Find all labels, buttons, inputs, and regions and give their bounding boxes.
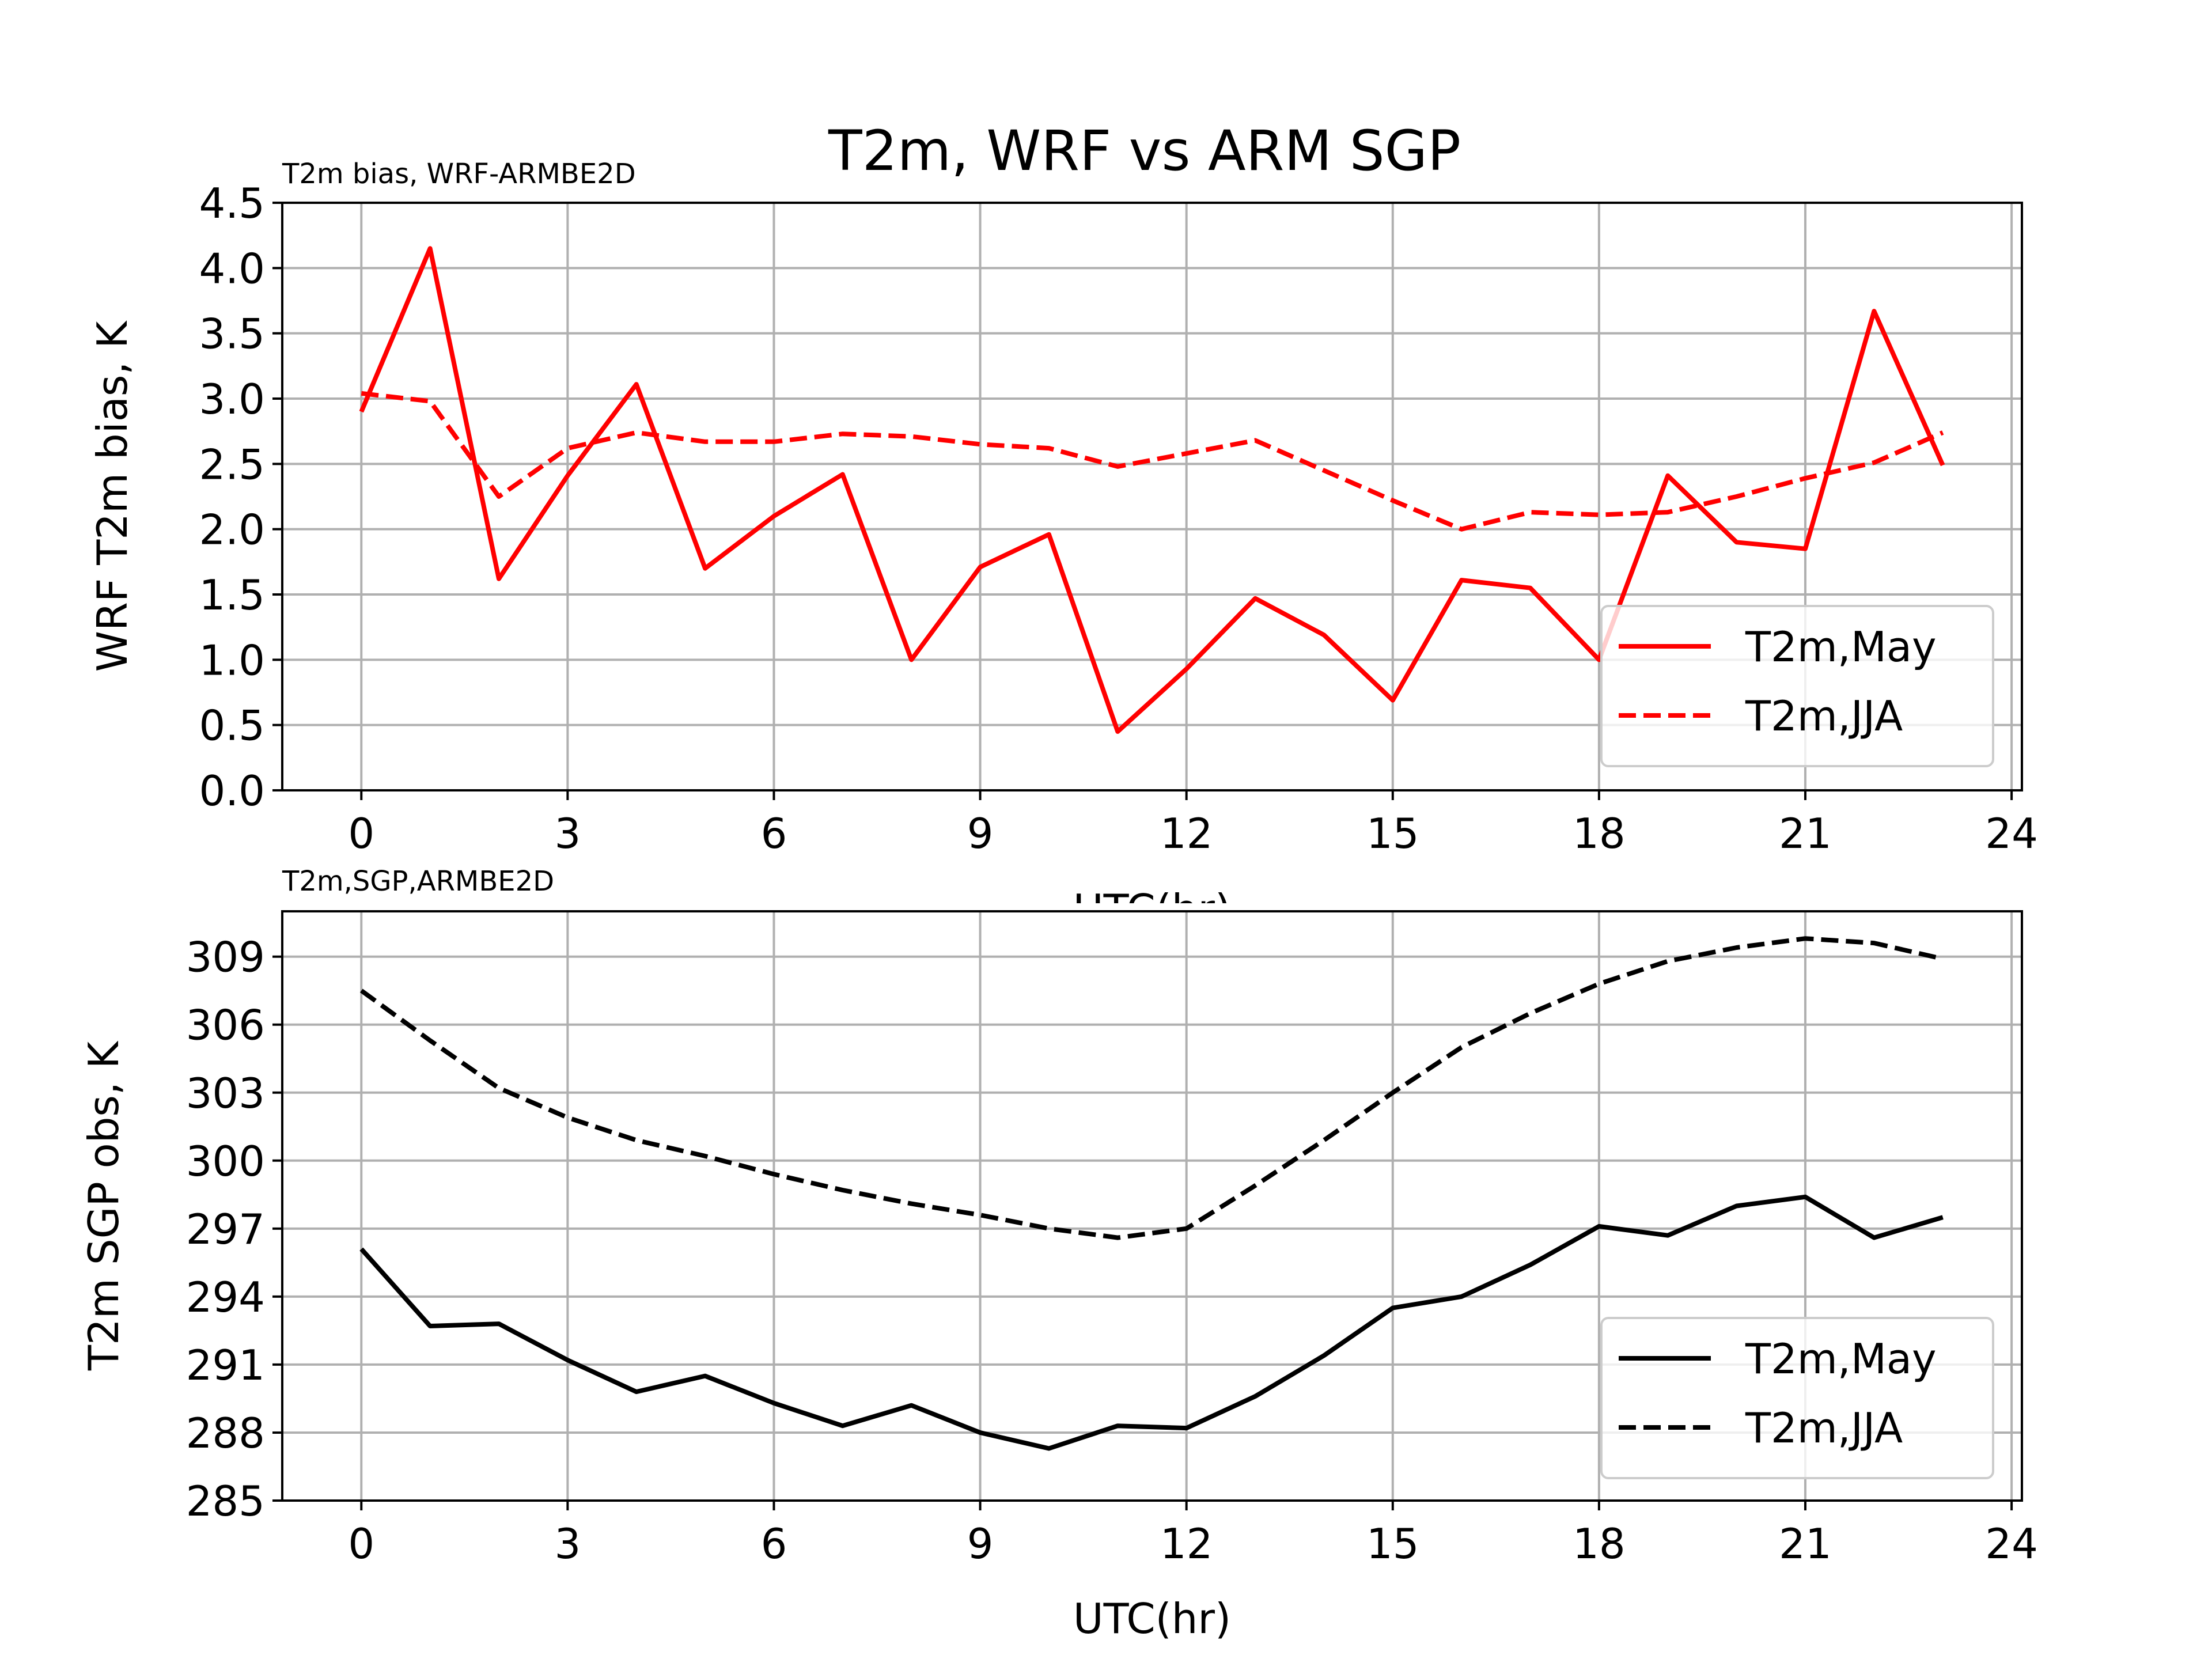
- y-tick-label: 4.5: [199, 179, 265, 228]
- panel-subtitle: T2m,SGP,ARMBE2D: [282, 865, 554, 897]
- series-line-may: [359, 1194, 1944, 1451]
- x-tick-label: 21: [1779, 809, 1832, 858]
- x-tick-label: 3: [554, 1520, 581, 1568]
- x-tick-label: 6: [761, 1520, 787, 1568]
- y-tick-label: 1.5: [199, 571, 265, 619]
- y-tick-label: 300: [186, 1137, 265, 1185]
- series-line-may: [359, 246, 1945, 734]
- x-tick-label: 12: [1160, 1520, 1213, 1568]
- y-tick-label: 1.0: [199, 636, 265, 684]
- x-tick-label: 0: [348, 1520, 374, 1568]
- y-tick-label: 303: [186, 1069, 265, 1118]
- y-tick-label: 2.5: [199, 440, 265, 488]
- legend: T2m,May T2m,JJA: [1600, 1317, 1994, 1479]
- y-tick-label: 297: [186, 1205, 265, 1253]
- y-tick-label: 3.0: [199, 375, 265, 423]
- series-line-jja: [361, 391, 1944, 532]
- legend-label: T2m,May: [1745, 623, 1937, 671]
- y-tick-label: 294: [186, 1273, 265, 1321]
- x-tick-label: 9: [967, 1520, 994, 1568]
- y-tick-label: 2.0: [199, 506, 265, 554]
- legend-label: T2m,May: [1745, 1335, 1937, 1383]
- y-tick-label: 0.5: [199, 702, 265, 750]
- observation-panel: 0 3 6 9 12 15 18 21 24 285 288 291 294 297 300 303 306 30…: [79, 865, 2038, 1643]
- legend: T2m,May T2m,JJA: [1600, 605, 1994, 767]
- plot-frame: [281, 202, 2023, 791]
- x-tick-label: 0: [348, 809, 374, 858]
- x-tick-label: 6: [761, 809, 787, 858]
- bias-panel: 0 3 6 9 12 15 18 21 24 0.0 0.5 1.0 1.5 2.0 2.5 3.0 3.5 4.…: [88, 158, 2038, 934]
- x-tick-label: 15: [1366, 809, 1419, 858]
- y-tick-label: 285: [186, 1477, 265, 1525]
- figure-title: T2m, WRF vs ARM SGP: [828, 119, 1461, 183]
- y-tick-label: 291: [186, 1341, 265, 1389]
- panel-subtitle: T2m bias, WRF-ARMBE2D: [282, 158, 636, 190]
- x-tick-label: 21: [1779, 1520, 1832, 1568]
- x-tick-label: 18: [1573, 1520, 1626, 1568]
- y-tick-label: 3.5: [199, 310, 265, 358]
- y-tick-label: 0.0: [199, 767, 265, 815]
- series-line-jja: [359, 936, 1944, 1240]
- x-tick-label: 24: [1985, 809, 2038, 858]
- y-axis-label: WRF T2m bias, K: [88, 320, 137, 672]
- x-tick-label: 18: [1573, 809, 1626, 858]
- x-tick-label: 9: [967, 809, 994, 858]
- plot-frame: [281, 910, 2023, 1502]
- x-tick-label: 12: [1160, 809, 1213, 858]
- y-axis-label: T2m SGP obs, K: [79, 1040, 128, 1371]
- legend-label: T2m,JJA: [1745, 1404, 1903, 1452]
- x-axis-label: UTC(hr): [1073, 885, 1231, 934]
- legend-label: T2m,JJA: [1745, 692, 1903, 740]
- x-axis-label: UTC(hr): [1073, 1594, 1231, 1643]
- x-tick-label: 15: [1366, 1520, 1419, 1568]
- y-tick-label: 309: [186, 933, 265, 982]
- x-tick-label: 24: [1985, 1520, 2038, 1568]
- y-tick-label: 4.0: [199, 244, 265, 293]
- y-tick-label: 306: [186, 1001, 265, 1050]
- y-tick-label: 288: [186, 1409, 265, 1457]
- x-tick-label: 3: [554, 809, 581, 858]
